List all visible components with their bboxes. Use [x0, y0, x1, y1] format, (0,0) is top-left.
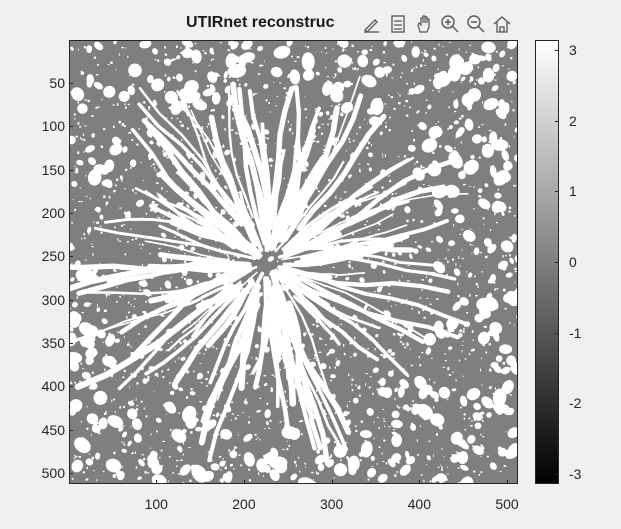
y-tick-mark	[69, 170, 73, 171]
x-tick-mark	[156, 480, 157, 484]
x-tick-label: 100	[145, 496, 168, 512]
y-tick-label: 100	[25, 118, 65, 134]
x-tick-label: 400	[408, 496, 431, 512]
axes-toolbar	[360, 9, 520, 39]
x-tick-label: 500	[495, 496, 518, 512]
zoom-in-icon[interactable]	[438, 12, 462, 36]
colorbar-tick-label: 0	[569, 254, 577, 270]
y-tick-mark	[69, 83, 73, 84]
y-tick-label: 450	[25, 422, 65, 438]
x-tick-mark	[419, 480, 420, 484]
y-tick-label: 150	[25, 162, 65, 178]
y-tick-label: 50	[25, 75, 65, 91]
y-tick-label: 300	[25, 292, 65, 308]
zoom-out-icon[interactable]	[464, 12, 488, 36]
y-tick-mark	[69, 300, 73, 301]
colorbar-tick-label: -1	[569, 325, 581, 341]
colorbar-tick-mark	[555, 191, 559, 192]
colorbar-tick-mark	[555, 333, 559, 334]
y-tick-mark	[69, 430, 73, 431]
colorbar-tick-label: -2	[569, 395, 581, 411]
x-tick-label: 200	[232, 496, 255, 512]
y-tick-label: 250	[25, 248, 65, 264]
y-tick-mark	[69, 473, 73, 474]
home-icon[interactable]	[490, 12, 514, 36]
pan-icon[interactable]	[412, 12, 436, 36]
y-tick-mark	[69, 256, 73, 257]
phase-image[interactable]	[69, 40, 518, 484]
edit-icon[interactable]	[360, 12, 384, 36]
x-tick-label: 300	[320, 496, 343, 512]
colorbar-tick-mark	[555, 50, 559, 51]
y-tick-mark	[69, 386, 73, 387]
y-tick-mark	[69, 343, 73, 344]
x-tick-mark	[244, 480, 245, 484]
data-tips-icon[interactable]	[386, 12, 410, 36]
colorbar-tick-label: 3	[569, 42, 577, 58]
colorbar-tick-mark	[555, 262, 559, 263]
y-tick-label: 400	[25, 378, 65, 394]
y-tick-mark	[69, 213, 73, 214]
y-tick-label: 500	[25, 465, 65, 481]
y-tick-label: 200	[25, 205, 65, 221]
phase-pattern	[70, 41, 518, 484]
colorbar-tick-label: 1	[569, 183, 577, 199]
colorbar-tick-mark	[555, 121, 559, 122]
figure-title: UTIRnet reconstruc	[186, 14, 334, 32]
x-tick-mark	[507, 480, 508, 484]
colorbar-tick-mark	[555, 403, 559, 404]
y-tick-mark	[69, 126, 73, 127]
x-tick-mark	[332, 480, 333, 484]
colorbar-tick-mark	[555, 474, 559, 475]
colorbar-tick-label: -3	[569, 466, 581, 482]
y-tick-label: 350	[25, 335, 65, 351]
colorbar-tick-label: 2	[569, 113, 577, 129]
